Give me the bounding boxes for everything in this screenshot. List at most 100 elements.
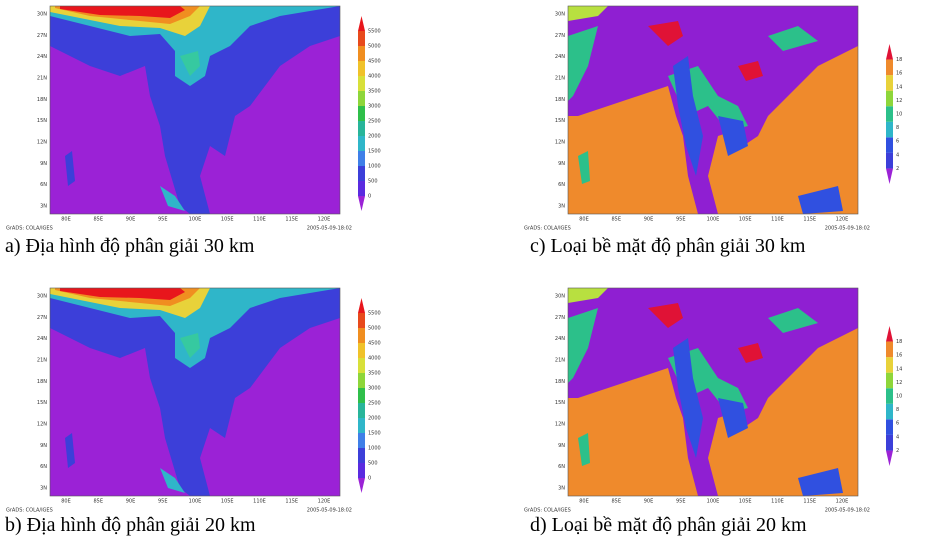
lon-label: 115E [803, 499, 816, 505]
lat-label: 18N [555, 379, 565, 385]
colorbar-label: 4500 [368, 341, 381, 347]
colorbar-segment [886, 372, 893, 389]
map [50, 6, 340, 214]
map [568, 288, 858, 496]
map-panel: 30N 27N 24N 21N 18N 15N 12N 9N 6N 3N 80E 85E 90E 95E 1… [524, 5, 902, 257]
colorbar-segment [886, 357, 893, 373]
colorbar-segment [886, 106, 893, 122]
lat-label: 18N [37, 379, 47, 385]
lon-label: 100E [189, 499, 202, 505]
lat-label: 21N [37, 76, 47, 82]
lon-label: 105E [221, 217, 234, 223]
colorbar-segment [358, 121, 365, 136]
colorbar-label: 10 [896, 112, 902, 118]
colorbar-segment [358, 91, 365, 106]
lat-label: 30N [37, 294, 47, 300]
colorbar-label: 12 [896, 380, 902, 386]
lat-label: 15N [555, 118, 565, 124]
map [50, 288, 340, 496]
lat-label: 12N [555, 140, 565, 146]
caption: a) Địa hình độ phân giải 30 km [5, 235, 255, 257]
lon-label: 95E [676, 217, 686, 223]
lat-label: 9N [40, 443, 47, 449]
lat-label: 27N [37, 33, 47, 39]
colorbar-label: 14 [896, 84, 902, 90]
colorbar-label: 2000 [368, 416, 381, 422]
lon-label: 80E [579, 499, 589, 505]
colorbar-cap [358, 196, 365, 211]
lat-label: 30N [37, 12, 47, 18]
lon-label: 105E [221, 499, 234, 505]
colorbar-segment [358, 463, 365, 478]
lon-label: 90E [126, 499, 136, 505]
credit: 2005-05-09-18:02 [307, 226, 352, 232]
colorbar-label: 5500 [368, 29, 381, 35]
lon-label: 100E [707, 217, 720, 223]
lat-label: 18N [37, 97, 47, 103]
colorbar-label: 1000 [368, 164, 381, 170]
colorbar-segment [886, 137, 893, 153]
colorbar-label: 2000 [368, 134, 381, 140]
lat-label: 6N [40, 182, 47, 188]
map-frame [567, 5, 859, 215]
colorbar-label: 5500 [368, 311, 381, 317]
lat-label: 24N [37, 336, 47, 342]
lon-label: 90E [644, 217, 654, 223]
colorbar-segment [886, 434, 893, 451]
colorbar-cap [358, 16, 365, 31]
lat-label: 12N [555, 422, 565, 428]
colorbar-cap [358, 478, 365, 493]
colorbar-label: 18 [896, 57, 902, 63]
lat-label: 27N [555, 33, 565, 39]
lat-label: 24N [555, 54, 565, 60]
colorbar-label: 3000 [368, 386, 381, 392]
colorbar-label: 6 [896, 139, 899, 145]
map-frame [49, 5, 341, 215]
map-panel: 30N 27N 24N 21N 18N 15N 12N 9N 6N 3N 80E 85E 90E 95E 1… [524, 287, 902, 536]
colorbar-cap [358, 298, 365, 313]
lat-label: 6N [558, 464, 565, 470]
colorbar-label: 500 [368, 179, 378, 185]
caption: b) Địa hình độ phân giải 20 km [5, 514, 256, 536]
colorbar-label: 2 [896, 166, 899, 172]
colorbar-segment [886, 90, 893, 107]
lat-label: 24N [37, 54, 47, 60]
colorbar-label: 1000 [368, 446, 381, 452]
colorbar-segment [358, 418, 365, 433]
caption: c) Loại bề mặt độ phân giải 30 km [530, 235, 806, 257]
colorbar-label: 3000 [368, 104, 381, 110]
colorbar-label: 0 [368, 476, 371, 482]
credit: 2005-05-09-18:02 [825, 508, 870, 514]
colorbar-segment [358, 151, 365, 166]
lat-label: 6N [558, 182, 565, 188]
lon-label: 110E [771, 499, 784, 505]
lat-label: 27N [555, 315, 565, 321]
colorbar-segment [358, 181, 365, 196]
colorbar-segment [886, 341, 893, 358]
lon-label: 115E [285, 499, 298, 505]
lon-label: 110E [771, 217, 784, 223]
lat-label: 9N [558, 443, 565, 449]
colorbar-label: 4500 [368, 59, 381, 65]
caption: d) Loại bề mặt độ phân giải 20 km [530, 514, 807, 536]
lat-label: 30N [555, 294, 565, 300]
colorbar-label: 5000 [368, 326, 381, 332]
credit: GrADS: COLA/IGES [6, 226, 53, 232]
colorbar-segment [358, 31, 365, 46]
lon-label: 105E [739, 217, 752, 223]
colorbar-label: 2 [896, 448, 899, 454]
colorbar-label: 14 [896, 366, 902, 372]
colorbar-segment [358, 373, 365, 388]
colorbar-label: 18 [896, 339, 902, 345]
lon-label: 90E [126, 217, 136, 223]
colorbar-label: 6 [896, 421, 899, 427]
lon-label: 80E [579, 217, 589, 223]
lon-label: 120E [836, 499, 849, 505]
colorbar-label: 0 [368, 194, 371, 200]
colorbar-segment [358, 433, 365, 448]
map [568, 6, 858, 214]
colorbar-label: 4 [896, 152, 899, 158]
map-frame [49, 287, 341, 497]
lon-label: 100E [707, 499, 720, 505]
